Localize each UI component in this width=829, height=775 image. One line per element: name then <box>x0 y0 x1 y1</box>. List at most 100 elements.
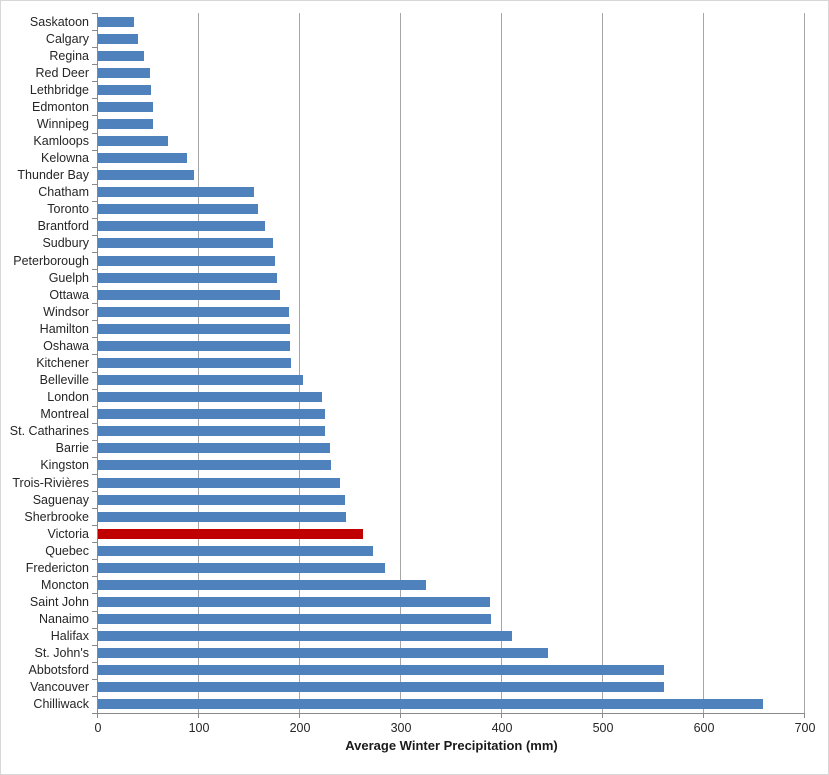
y-axis-tick <box>92 320 97 322</box>
category-label: Belleville <box>39 373 89 388</box>
gridline <box>299 13 300 713</box>
y-axis-tick <box>92 695 97 697</box>
y-axis-tick <box>92 388 97 390</box>
bar <box>98 409 326 420</box>
bar <box>98 153 187 164</box>
category-label: Sherbrooke <box>24 509 89 524</box>
y-axis-tick <box>92 269 97 271</box>
category-label: Kitchener <box>36 356 89 370</box>
bar <box>98 136 168 147</box>
category-label: Lethbridge <box>29 82 89 97</box>
y-axis-tick <box>92 64 97 66</box>
bar <box>98 631 513 642</box>
y-axis-tick <box>92 422 97 424</box>
x-tick-label: 100 <box>188 721 210 735</box>
category-label: Kamloops <box>33 134 89 149</box>
bar <box>98 323 290 334</box>
y-axis-tick <box>92 371 97 373</box>
bar <box>98 648 549 659</box>
category-label: Montreal <box>40 407 89 422</box>
y-axis-tick <box>92 303 97 305</box>
category-label: Toronto <box>47 202 89 217</box>
gridline <box>400 13 401 713</box>
bar <box>98 665 664 676</box>
y-axis-tick <box>92 491 97 493</box>
bar <box>98 272 277 283</box>
y-axis-tick <box>92 610 97 612</box>
y-axis-tick <box>92 13 97 14</box>
y-axis-tick <box>92 149 97 151</box>
category-label: Halifax <box>50 629 89 644</box>
x-tick-label: 700 <box>794 721 816 735</box>
category-label: Guelph <box>48 270 89 285</box>
category-label: Saint John <box>29 595 89 610</box>
y-axis-line <box>97 13 98 714</box>
x-axis-tick <box>400 713 401 718</box>
gridline <box>804 13 805 713</box>
y-axis-tick <box>92 115 97 117</box>
x-axis-line <box>97 713 805 714</box>
y-axis-tick <box>92 644 97 646</box>
category-label: Edmonton <box>32 99 89 114</box>
bar <box>98 187 254 198</box>
category-label: Vancouver <box>30 680 89 695</box>
bar <box>98 699 763 710</box>
y-axis-tick <box>92 593 97 595</box>
bar <box>98 494 346 505</box>
x-tick-label: 0 <box>94 721 102 735</box>
y-axis-tick <box>92 252 97 254</box>
category-label: Chatham <box>38 185 89 200</box>
bar <box>98 375 304 386</box>
y-axis-tick <box>92 81 97 83</box>
y-axis-tick <box>92 661 97 663</box>
y-axis-tick <box>92 234 97 236</box>
bar <box>98 101 153 112</box>
category-label: Saguenay <box>32 492 89 507</box>
category-label: Saskatoon <box>29 14 89 29</box>
gridline <box>703 13 704 713</box>
x-tick-label: 200 <box>289 721 311 735</box>
bar <box>98 545 373 556</box>
x-axis-tick <box>501 713 502 718</box>
y-axis-tick <box>92 354 97 356</box>
category-label: Oshawa <box>43 338 89 353</box>
y-axis-tick <box>92 47 97 49</box>
bar <box>98 306 289 317</box>
x-axis-tick <box>804 713 805 718</box>
bar <box>98 597 490 608</box>
bar <box>98 340 290 351</box>
y-axis-tick <box>92 542 97 544</box>
category-label: Ottawa <box>49 287 89 302</box>
bar <box>98 682 664 693</box>
bar <box>98 562 385 573</box>
category-label: Trois-Rivières <box>12 475 89 490</box>
bar <box>98 170 194 181</box>
category-label: Fredericton <box>25 560 89 575</box>
bar <box>98 614 491 625</box>
y-axis-tick <box>92 405 97 407</box>
category-label: Regina <box>49 48 89 63</box>
bar <box>98 255 275 266</box>
bar <box>98 477 341 488</box>
y-axis-tick <box>92 456 97 458</box>
bar <box>98 238 273 249</box>
category-label: Winnipeg <box>36 116 89 131</box>
y-axis-tick <box>92 576 97 578</box>
category-label: Quebec <box>45 543 89 558</box>
bar <box>98 84 151 95</box>
bar <box>98 460 332 471</box>
category-label: Windsor <box>43 304 89 319</box>
category-label: Abbotsford <box>28 663 89 678</box>
bar <box>98 443 331 454</box>
bar-highlighted <box>98 528 363 539</box>
y-axis-tick <box>92 132 97 134</box>
y-axis-tick <box>92 166 97 168</box>
category-label: Sudbury <box>42 236 89 251</box>
x-axis-tick <box>299 713 300 718</box>
x-axis-title: Average Winter Precipitation (mm) <box>345 738 558 753</box>
bar <box>98 204 258 215</box>
y-axis-tick <box>92 473 97 475</box>
category-label: Barrie <box>55 441 89 456</box>
category-label: St. Catharines <box>9 424 89 439</box>
